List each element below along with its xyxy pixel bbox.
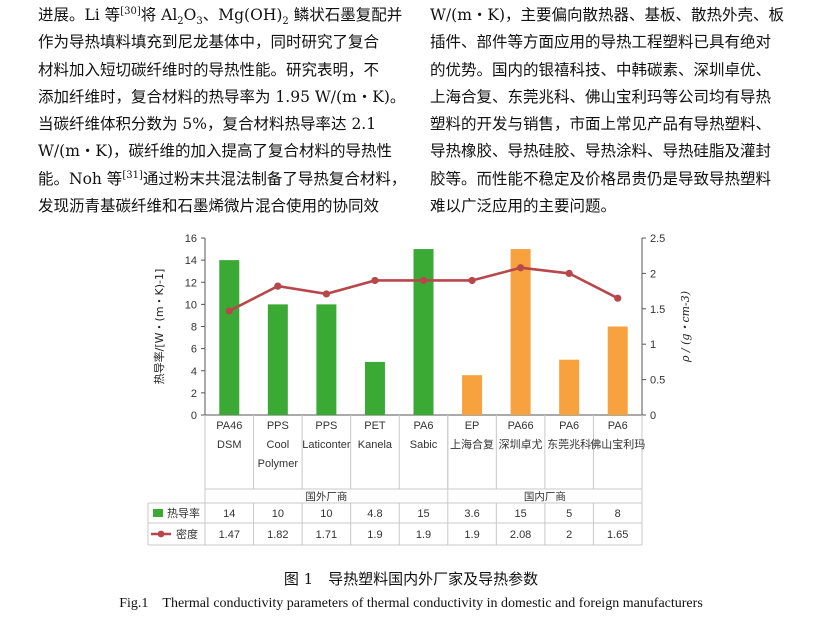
table-value-conductivity: 5 <box>566 508 572 520</box>
category-label: 深圳卓尤 <box>499 438 543 451</box>
right-tick-label: 2.5 <box>650 233 665 245</box>
density-point-1 <box>274 282 282 290</box>
body-text-left-line: W/(m・K)，碳纤维的加入提高了复合材料的导热性 <box>38 142 393 161</box>
body-text-left-line: 作为导热填料填充到尼龙基体中，同时研究了复合 <box>38 33 380 52</box>
body-text-right-column: W/(m・K)，主要偏向散热器、基板、散热外壳、板 插件、部件等方面应用的导热工程… <box>430 2 810 220</box>
bar-0 <box>219 260 240 415</box>
density-point-8 <box>614 294 622 302</box>
body-text-left-column: 进展。Li 等[30]将 Al2O3、Mg(OH)2 鳞状石墨复配并作为导热填料… <box>38 2 416 220</box>
body-text-left-line: 能。Noh 等[31]通过粉末共混法制备了导热复合材料， <box>38 169 407 188</box>
body-text-left-line: 当碳纤维体积分数为 5%，复合材料热导率达 2.1 <box>38 115 377 134</box>
left-tick-label: 12 <box>185 277 197 289</box>
left-tick-label: 10 <box>185 299 197 311</box>
figure-caption-cn: 图 1 导热塑料国内外厂家及导热参数 <box>283 570 539 588</box>
table-value-density: 1.9 <box>416 529 431 541</box>
category-label: PA6 <box>559 420 579 432</box>
density-point-6 <box>517 264 525 272</box>
right-tick-label: 0.5 <box>650 375 665 387</box>
body-text-right-line: 胶等。而性能不稳定及价格昂贵仍是导致导热塑料 <box>430 169 772 188</box>
bar-8 <box>607 326 628 415</box>
left-tick-label: 0 <box>191 410 197 422</box>
category-label: Polymer <box>258 458 299 470</box>
body-text-left-line: 添加纤维时，复合材料的热导率为 1.95 W/(m・K)。 <box>38 87 406 106</box>
body-text-right-line: 导热橡胶、导热硅胶、导热涂料、导热硅脂及灌封 <box>430 142 772 161</box>
category-label: PA6 <box>608 420 628 432</box>
category-label: PPS <box>267 420 289 432</box>
body-text-left-line: 发现沥青基碳纤维和石墨烯微片混合使用的协同效 <box>38 197 380 216</box>
bar-4 <box>413 249 434 415</box>
table-value-conductivity: 4.8 <box>367 508 382 520</box>
density-point-3 <box>371 276 379 285</box>
left-axis-title: 热导率/[W・(m・K)-1] <box>152 269 166 385</box>
category-label: Laticonter <box>302 439 351 451</box>
table-value-conductivity: 3.6 <box>464 508 479 520</box>
category-label: 上海合复 <box>450 437 494 451</box>
category-label: PA66 <box>508 420 534 432</box>
left-tick-label: 2 <box>191 388 197 400</box>
category-label: PA6 <box>414 420 434 432</box>
table-value-density: 2.08 <box>510 529 531 541</box>
category-label: DSM <box>217 439 241 451</box>
right-axis-title: ρ / (g・cm-3) <box>679 291 692 363</box>
table-value-density: 1.82 <box>267 529 288 541</box>
table-value-conductivity: 10 <box>320 508 332 520</box>
table-value-density: 2 <box>566 529 572 541</box>
left-tick-label: 14 <box>185 255 197 267</box>
figure-caption-en: Fig.1 Thermal conductivity parameters of… <box>119 596 703 611</box>
legend-bar-swatch <box>153 509 163 517</box>
body-text-right-line: 上海合复、东莞兆科、佛山宝利玛等公司均有导热 <box>430 87 772 106</box>
left-tick-label: 6 <box>191 344 197 356</box>
table-value-density: 1.47 <box>219 529 240 541</box>
density-point-5 <box>468 276 476 285</box>
category-label: 佛山宝利玛 <box>590 437 645 451</box>
category-label: PA46 <box>216 420 242 432</box>
table-value-density: 1.71 <box>316 529 337 541</box>
density-point-0 <box>225 307 233 315</box>
category-label: Sabic <box>410 439 438 451</box>
right-tick-label: 1 <box>650 339 656 351</box>
table-value-conductivity: 10 <box>272 508 284 520</box>
density-point-4 <box>419 276 428 285</box>
category-label: EP <box>465 420 480 432</box>
category-label: Cool <box>267 439 290 451</box>
right-tick-label: 2 <box>650 268 656 280</box>
body-text-right-line: 插件、部件等方面应用的导热工程塑料已具有绝对 <box>430 33 772 52</box>
table-value-density: 1.65 <box>607 529 628 541</box>
category-label: 东莞兆科 <box>547 437 591 451</box>
table-value-conductivity: 15 <box>417 508 429 520</box>
bar-2 <box>316 304 337 415</box>
legend-line-marker <box>157 530 165 538</box>
right-tick-label: 1.5 <box>650 304 665 316</box>
body-text-right-line: W/(m・K)，主要偏向散热器、基板、散热外壳、板 <box>430 6 785 24</box>
group-label-1: 国内厂商 <box>524 490 566 503</box>
table-value-density: 1.9 <box>367 529 382 541</box>
density-point-2 <box>322 290 330 298</box>
left-tick-label: 4 <box>191 366 197 378</box>
body-text-right-line: 的优势。国内的银禧科技、中韩碳素、深圳卓优、 <box>430 60 772 79</box>
category-label: Kanela <box>358 439 393 451</box>
body-text-right-line: 塑料的开发与销售，市面上常见产品有导热塑料、 <box>430 115 772 134</box>
left-tick-label: 8 <box>191 322 197 334</box>
body-text-left-line: 材料加入短切碳纤维时的导热性能。研究表明，不 <box>38 60 380 79</box>
table-value-conductivity: 14 <box>223 508 235 520</box>
body-text-left-line: 进展。Li 等[30]将 Al2O3、Mg(OH)2 鳞状石墨复配并 <box>38 5 403 28</box>
bar-6 <box>510 249 531 415</box>
table-value-conductivity: 8 <box>615 508 621 520</box>
density-point-7 <box>565 269 573 277</box>
table-value-conductivity: 15 <box>514 508 526 520</box>
bar-1 <box>267 304 288 415</box>
left-tick-label: 16 <box>185 233 197 245</box>
category-label: PPS <box>315 420 337 432</box>
group-label-0: 国外厂商 <box>305 490 347 503</box>
table-value-density: 1.9 <box>464 529 479 541</box>
body-text-right-line: 难以广泛应用的主要问题。 <box>430 197 617 216</box>
bar-7 <box>559 359 580 415</box>
category-label: PET <box>364 420 386 432</box>
right-tick-label: 0 <box>650 410 656 422</box>
bar-3 <box>364 361 385 415</box>
legend-line-name: 密度 <box>176 527 198 541</box>
legend-bar-name: 热导率 <box>167 506 200 520</box>
bar-5 <box>462 375 483 415</box>
